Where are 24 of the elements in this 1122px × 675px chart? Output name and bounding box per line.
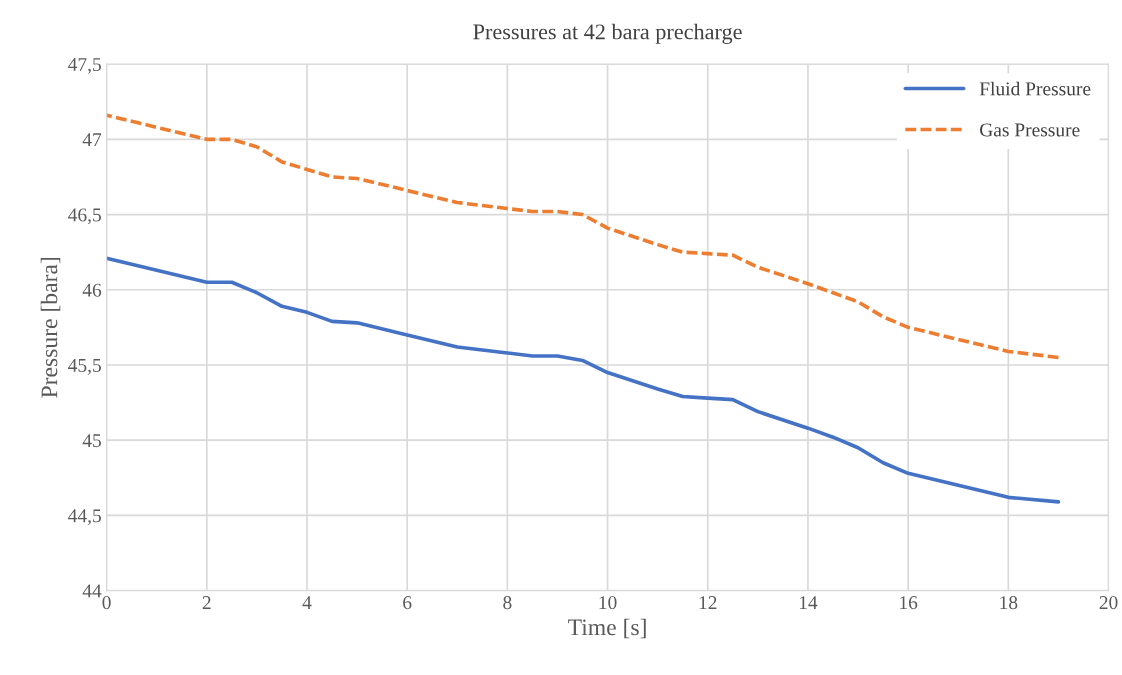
y-axis-title: Pressure [bara] <box>40 258 61 398</box>
x-tick-label: 6 <box>403 596 412 610</box>
x-tick-label: 2 <box>202 596 211 609</box>
x-tick-label: 10 <box>599 596 617 610</box>
y-tick-label: 47,5 <box>68 58 101 74</box>
y-tick-label: 45,5 <box>68 358 101 375</box>
x-tick-label: 4 <box>302 596 312 609</box>
x-tick-label: 20 <box>1099 596 1118 610</box>
legend-label: Fluid Pressure <box>979 81 1091 96</box>
y-tick-label: 45 <box>82 434 101 448</box>
y-tick-label: 47 <box>82 133 102 147</box>
chart-title: Pressures at 42 bara precharge <box>473 23 742 44</box>
x-tick-label: 14 <box>799 596 818 609</box>
x-tick-label: 16 <box>900 596 918 610</box>
y-tick-label: 46 <box>82 283 102 297</box>
legend-label: Gas Pressure <box>980 123 1080 137</box>
y-tick-label: 44 <box>82 584 102 598</box>
x-tick-label: 18 <box>1000 596 1018 610</box>
y-tick-label: 46,5 <box>68 208 101 225</box>
x-axis-title: Time [s] <box>568 618 646 639</box>
y-tick-label: 44,5 <box>68 509 101 526</box>
x-tick-label: 8 <box>503 596 512 610</box>
x-tick-label: 0 <box>102 596 111 610</box>
x-tick-label: 12 <box>699 596 717 609</box>
